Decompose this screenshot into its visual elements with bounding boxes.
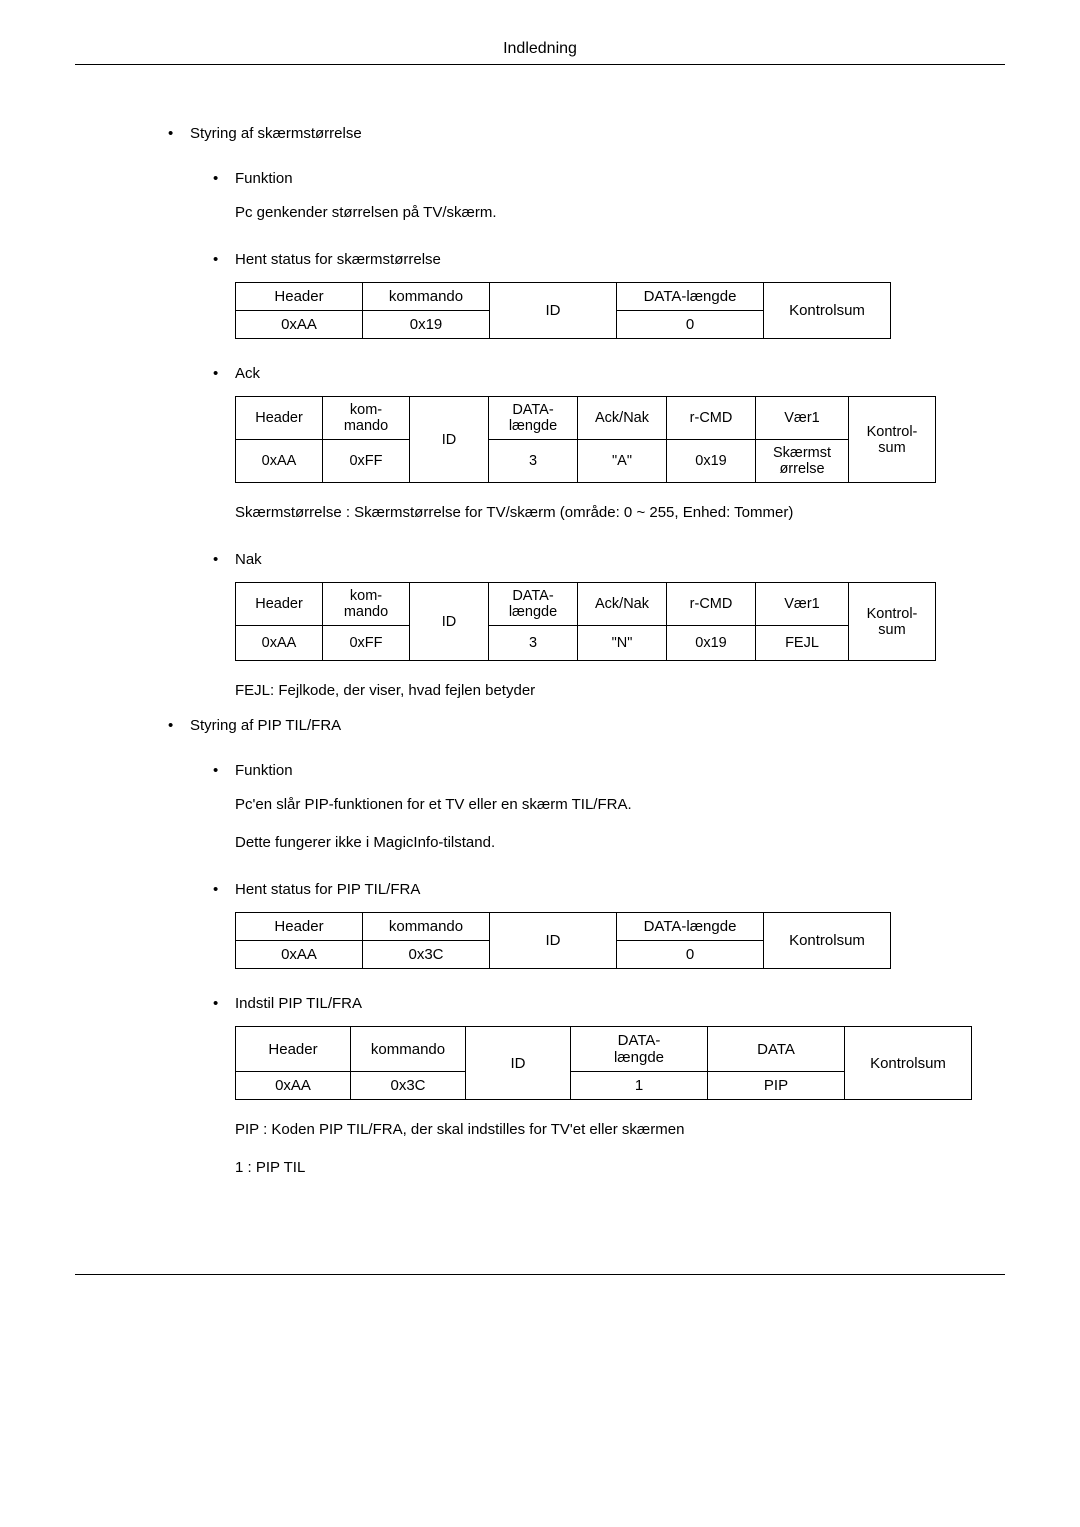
th: Kontrol- sum [849, 397, 936, 483]
th: ID [466, 1027, 571, 1100]
subheading-ack: Ack [235, 365, 1005, 382]
footer-rule [75, 1274, 1005, 1275]
th: Header [236, 583, 323, 626]
td: 3 [489, 626, 578, 661]
td: 0xAA [236, 626, 323, 661]
td: 0xAA [236, 1072, 351, 1100]
td: Skærmst ørrelse [756, 440, 849, 483]
th: Ack/Nak [578, 583, 667, 626]
th: ID [490, 283, 617, 339]
subheading-set-pip: Indstil PIP TIL/FRA [235, 995, 1005, 1012]
th: Header [236, 1027, 351, 1072]
th: DATA- længde [489, 397, 578, 440]
th: DATA- længde [489, 583, 578, 626]
subheading-nak: Nak [235, 551, 1005, 568]
th: ID [490, 913, 617, 969]
th: Ack/Nak [578, 397, 667, 440]
th: kommando [363, 283, 490, 311]
td: 1 [571, 1072, 708, 1100]
set-pip-table: Header kommando ID DATA- længde DATA Kon… [235, 1026, 972, 1100]
th: r-CMD [667, 583, 756, 626]
th: kom- mando [323, 397, 410, 440]
section-heading: Styring af skærmstørrelse [190, 125, 1005, 142]
th: Header [236, 913, 363, 941]
td: PIP [708, 1072, 845, 1100]
subheading-status-size: Hent status for skærmstørrelse [235, 251, 1005, 268]
th: Vær1 [756, 583, 849, 626]
th: kommando [363, 913, 490, 941]
td: 0x19 [363, 311, 490, 339]
td: 3 [489, 440, 578, 483]
th: DATA- længde [571, 1027, 708, 1072]
description-text: Dette fungerer ikke i MagicInfo-tilstand… [235, 831, 1005, 855]
th: Vær1 [756, 397, 849, 440]
status-pip-table: Header kommando ID DATA-længde Kontrolsu… [235, 912, 891, 969]
th: ID [410, 583, 489, 661]
td: 0x3C [363, 941, 490, 969]
td: 0xFF [323, 440, 410, 483]
ack-table: Header kom- mando ID DATA- længde Ack/Na… [235, 396, 936, 483]
th: kommando [351, 1027, 466, 1072]
ack-note: Skærmstørrelse : Skærmstørrelse for TV/s… [235, 501, 1005, 525]
td: 0x3C [351, 1072, 466, 1100]
pip-note: PIP : Koden PIP TIL/FRA, der skal indsti… [235, 1118, 1005, 1142]
th: ID [410, 397, 489, 483]
th: Kontrol- sum [849, 583, 936, 661]
td: 0xFF [323, 626, 410, 661]
th: Kontrolsum [845, 1027, 972, 1100]
td: FEJL [756, 626, 849, 661]
td: "N" [578, 626, 667, 661]
td: 0x19 [667, 626, 756, 661]
td: 0xAA [236, 440, 323, 483]
td: 0xAA [236, 311, 363, 339]
status-size-table: Header kommando ID DATA-længde Kontrolsu… [235, 282, 891, 339]
pip-on-text: 1 : PIP TIL [235, 1156, 1005, 1180]
th: Header [236, 397, 323, 440]
td: 0x19 [667, 440, 756, 483]
th: kom- mando [323, 583, 410, 626]
section-heading: Styring af PIP TIL/FRA [190, 717, 1005, 734]
subheading-status-pip: Hent status for PIP TIL/FRA [235, 881, 1005, 898]
th: Kontrolsum [764, 913, 891, 969]
td: 0 [617, 941, 764, 969]
th: DATA-længde [617, 283, 764, 311]
description-text: Pc'en slår PIP-funktionen for et TV elle… [235, 793, 1005, 817]
th: Kontrolsum [764, 283, 891, 339]
th: DATA-længde [617, 913, 764, 941]
th: DATA [708, 1027, 845, 1072]
nak-note: FEJL: Fejlkode, der viser, hvad fejlen b… [235, 679, 1005, 703]
th: r-CMD [667, 397, 756, 440]
th: Header [236, 283, 363, 311]
td: 0 [617, 311, 764, 339]
subheading-funktion: Funktion [235, 170, 1005, 187]
description-text: Pc genkender størrelsen på TV/skærm. [235, 201, 1005, 225]
td: 0xAA [236, 941, 363, 969]
page-header: Indledning [75, 40, 1005, 65]
subheading-funktion: Funktion [235, 762, 1005, 779]
document-page: Indledning Styring af skærmstørrelse Fun… [0, 0, 1080, 1224]
td: "A" [578, 440, 667, 483]
nak-table: Header kom- mando ID DATA- længde Ack/Na… [235, 582, 936, 661]
